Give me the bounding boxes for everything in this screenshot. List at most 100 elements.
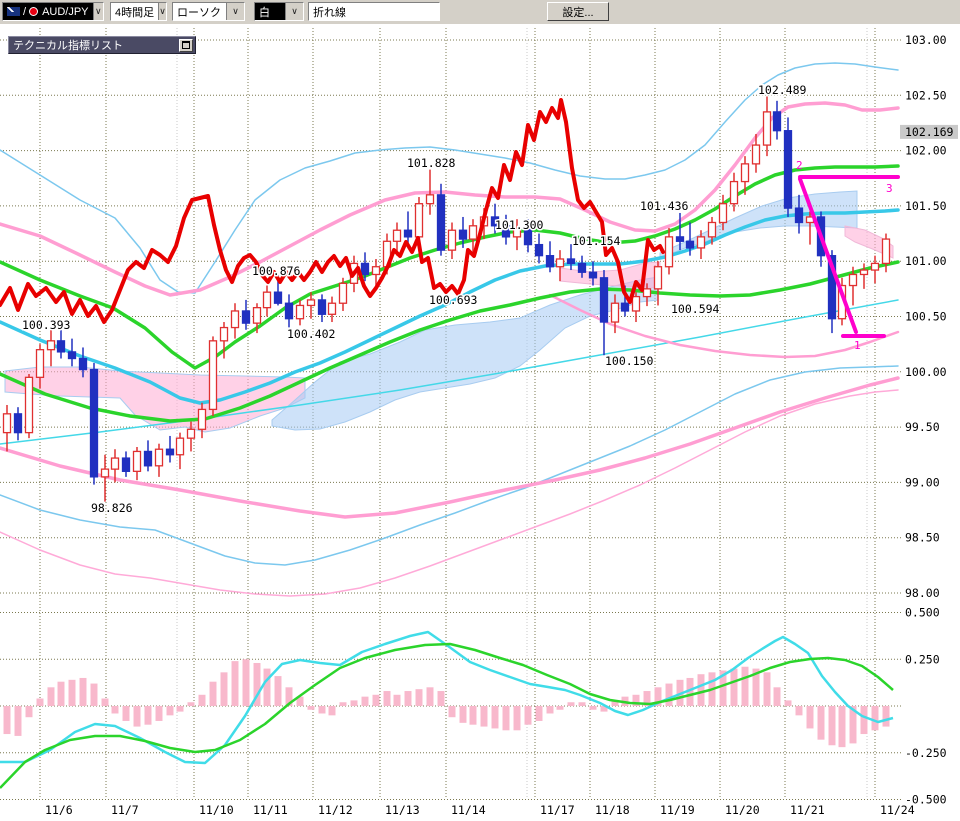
candlestick	[110, 457, 120, 470]
candlestick	[545, 255, 555, 268]
chart-type-label: ローソク	[177, 6, 221, 19]
macd-histogram-bar	[741, 666, 749, 706]
macd-histogram-bar	[817, 706, 825, 740]
macd-histogram-bar	[838, 706, 846, 748]
band-3sigma-lower	[0, 365, 899, 566]
panel-title: テクニカル指標リスト	[13, 40, 123, 52]
current-price-label: 102.169	[905, 125, 954, 139]
trendline-segment[interactable]	[798, 177, 858, 334]
candlestick	[577, 262, 587, 273]
macd-histogram-bar	[318, 706, 326, 714]
candlestick	[870, 262, 880, 271]
macd-histogram-bar	[328, 706, 336, 716]
candlestick	[78, 357, 88, 371]
chevron-down-icon[interactable]: ∨	[158, 3, 166, 20]
chart-type-selector[interactable]: ローソク ∨	[172, 2, 245, 21]
candlestick	[121, 457, 131, 472]
pair-selector[interactable]: / AUD/JPY ∨	[2, 2, 104, 21]
candlestick	[468, 225, 478, 240]
candlestick	[56, 340, 66, 353]
macd-histogram-bar	[589, 706, 597, 710]
macd-histogram-bar	[253, 662, 261, 706]
candlestick	[392, 229, 402, 242]
macd-histogram-bar	[643, 691, 651, 706]
macd-histogram-bar	[578, 702, 586, 706]
price-label: 100.150	[605, 354, 654, 368]
macd-histogram-bar	[567, 702, 575, 706]
candlestick	[284, 302, 294, 320]
price-axis-labels: 103.00 102.50 102.00 101.50 101.00 100.50 100.…	[905, 33, 947, 807]
overlay-type-label: 折れ線	[313, 6, 346, 19]
macd-histogram-bar	[871, 706, 879, 731]
band-1sigma-upper	[0, 164, 900, 370]
line-chart-overlay	[0, 98, 665, 324]
macd-histogram-bar	[68, 679, 76, 706]
sub-axis-label: -0.250	[905, 746, 947, 760]
macd-histogram-bar	[111, 706, 119, 714]
candlestick	[403, 229, 413, 238]
price-label: 102.489	[758, 83, 807, 97]
pair-label: AUD/JPY	[42, 5, 89, 18]
settings-button[interactable]: 設定...	[547, 2, 609, 21]
macd-histogram-bar	[600, 706, 608, 712]
macd-histogram-bar	[611, 700, 619, 706]
macd-histogram-bar	[860, 706, 868, 735]
macd-histogram-bar	[198, 694, 206, 706]
trend-drawing[interactable]: 1 2 3	[796, 159, 900, 352]
candlestick	[772, 111, 782, 132]
date-axis-label: 11/14	[451, 803, 486, 817]
macd-histogram-bar	[665, 683, 673, 706]
trendline-point-label: 3	[886, 182, 893, 195]
candlestick	[664, 236, 674, 268]
candlestick	[35, 349, 45, 378]
chevron-down-icon[interactable]: ∨	[92, 3, 103, 20]
date-axis-label: 11/21	[790, 803, 825, 817]
sub-axis-label: -0.500	[905, 793, 947, 807]
price-chart-plot[interactable]: 1 2 3 100.393 98.826 100.876 100.402 101.828 101…	[0, 24, 960, 821]
macd-histogram-bar	[546, 706, 554, 714]
macd-histogram-bar	[752, 668, 760, 706]
price-label: 101.300	[495, 218, 544, 232]
candlestick	[425, 194, 435, 205]
chevron-down-icon[interactable]: ∨	[226, 3, 244, 20]
macd-histogram-bar	[14, 706, 22, 736]
candlestick	[2, 413, 12, 434]
macd-histogram-bar	[47, 687, 55, 706]
chevron-down-icon[interactable]: ∨	[285, 3, 303, 20]
trendline-point-label: 1	[854, 339, 861, 352]
macd-histogram-bar	[437, 691, 445, 706]
australia-flag-icon	[7, 7, 20, 16]
macd-histogram-bar	[882, 706, 890, 727]
candlestick	[458, 229, 468, 240]
current-price-bg	[900, 124, 958, 139]
japan-flag-icon	[27, 7, 41, 16]
ichimoku-cloud	[4, 190, 894, 433]
macd-histogram-bar	[101, 698, 109, 706]
band-2sigma-lower	[0, 376, 900, 519]
macd-histogram-bar	[686, 677, 694, 706]
technical-indicator-list-panel[interactable]: テクニカル指標リスト	[8, 36, 196, 54]
candlestick	[295, 304, 305, 320]
signal-line	[0, 642, 894, 789]
candlestick	[67, 351, 77, 360]
candlestick	[642, 288, 652, 298]
overlay-type-field[interactable]: 折れ線	[308, 2, 440, 21]
macd-histogram-bar	[795, 706, 803, 716]
color-scheme-label: 白	[259, 6, 270, 19]
candlestick	[143, 450, 153, 467]
macd-histogram-bar	[339, 702, 347, 706]
candlestick	[762, 111, 772, 146]
macd-histogram-bar	[632, 694, 640, 706]
macd-histogram-bar	[209, 681, 217, 706]
candlestick	[327, 302, 337, 315]
candlestick	[447, 229, 457, 251]
price-axis-label: 102.50	[905, 88, 947, 102]
macd-indicator	[0, 630, 894, 789]
color-scheme-selector[interactable]: 白 ∨	[254, 2, 304, 21]
restore-window-icon[interactable]	[179, 38, 193, 52]
timeframe-selector[interactable]: 4時間足 ∨	[110, 2, 167, 21]
date-axis-label: 11/20	[725, 803, 760, 817]
candlestick	[588, 271, 598, 279]
macd-histogram-bar	[242, 659, 250, 706]
